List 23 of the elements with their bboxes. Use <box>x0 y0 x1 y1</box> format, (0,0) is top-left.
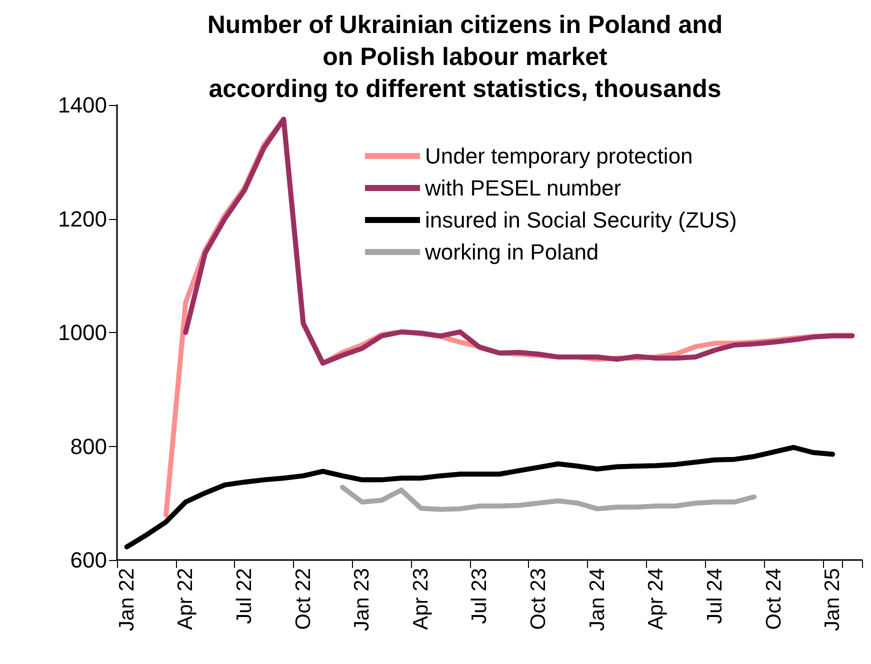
x-tick-label: Apr 23 <box>409 568 432 630</box>
y-tick-label: 1400 <box>58 92 107 118</box>
x-tick-label: Oct 22 <box>292 568 315 630</box>
x-tick-label: Jan 22 <box>115 568 138 632</box>
x-tick-label: Jan 25 <box>821 568 844 632</box>
x-tick-label: Oct 24 <box>762 568 786 630</box>
legend-label: with PESEL number <box>424 176 622 200</box>
legend-label: insured in Social Security (ZUS) <box>425 208 737 232</box>
y-tick-label: 1200 <box>58 206 107 232</box>
x-tick-label: Jul 22 <box>232 568 256 624</box>
y-tick-label: 800 <box>70 434 107 459</box>
legend-label: working in Poland <box>424 240 599 264</box>
x-tick-label: Apr 24 <box>644 568 668 630</box>
x-tick-label: Jan 24 <box>586 568 609 632</box>
x-tick-label: Oct 23 <box>527 568 550 630</box>
x-tick-label: Jul 23 <box>468 568 492 624</box>
x-tick-label: Apr 22 <box>174 568 198 630</box>
y-tick-label: 1000 <box>58 320 107 345</box>
x-tick-label: Jan 23 <box>350 568 374 632</box>
legend-label: Under temporary protection <box>425 144 693 168</box>
chart-title: Number of Ukrainian citizens in Poland and on Polish labour market according to different statistics, thousands <box>207 11 723 103</box>
x-tick-label: Jul 24 <box>703 568 726 624</box>
y-tick-label: 600 <box>70 548 107 572</box>
